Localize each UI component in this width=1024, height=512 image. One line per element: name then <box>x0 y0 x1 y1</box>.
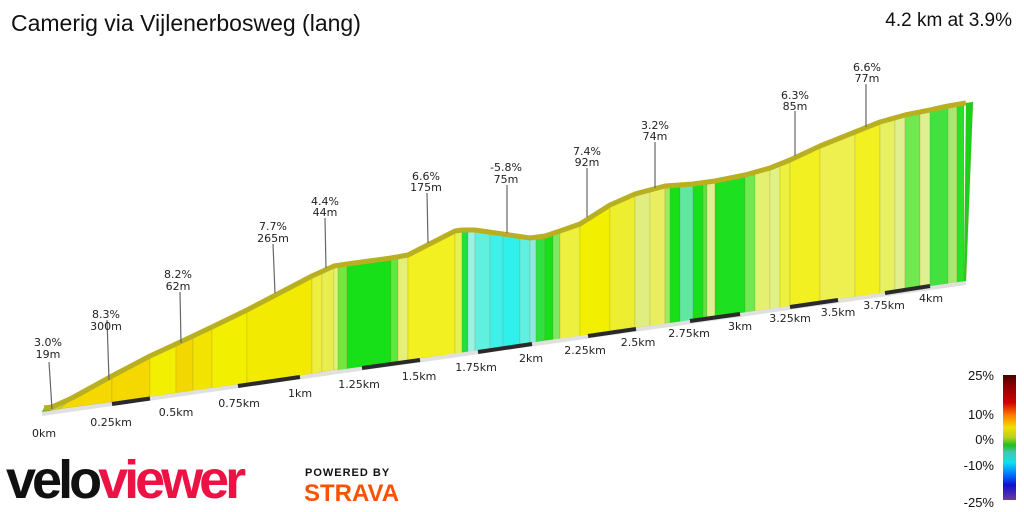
annotation-pct: 6.6% <box>853 61 881 74</box>
annotation-len: 44m <box>313 206 338 219</box>
tick-label: 3.25km <box>769 312 811 325</box>
annotation-len: 265m <box>257 232 289 245</box>
annotation-pct: -5.8% <box>490 161 522 174</box>
legend-label-10: 10% <box>967 407 994 422</box>
distance-axis <box>42 281 966 416</box>
distance-tick-labels: 0km 0.25km 0.5km 0.75km 1km 1.25km 1.5km… <box>32 292 943 440</box>
tick-label: 1km <box>288 387 312 400</box>
tick-label: 2km <box>519 352 543 365</box>
annotation-pct: 4.4% <box>311 195 339 208</box>
tick-label: 2.5km <box>621 336 656 349</box>
tick-label: 4km <box>919 292 943 305</box>
annotation-pct: 7.4% <box>573 145 601 158</box>
annotation-pct: 3.2% <box>641 119 669 132</box>
annotation-len: 62m <box>166 280 191 293</box>
powered-by-label: POWERED BY <box>305 467 391 479</box>
tick-label: 3.75km <box>863 299 905 312</box>
tick-label: 2.25km <box>564 344 606 357</box>
logo-viewer-text: viewer <box>98 450 246 510</box>
strava-logo: STRAVA <box>304 480 400 507</box>
gradient-color-scale <box>1003 375 1016 500</box>
annotation-pct: 6.6% <box>412 170 440 183</box>
climb-summary: 4.2 km at 3.9% <box>885 10 1012 31</box>
annotation-pct: 6.3% <box>781 89 809 102</box>
annotation-len: 175m <box>410 181 442 194</box>
segment-annotations: 3.0% 19m 8.3% 300m 8.2% 62m 7.7% 265m 4.… <box>34 61 881 361</box>
legend-label-0: 0% <box>975 432 994 447</box>
tick-label: 0.75km <box>218 397 260 410</box>
annotation-pct: 8.2% <box>164 268 192 281</box>
annotation-pct: 8.3% <box>92 308 120 321</box>
profile-strips <box>41 101 974 413</box>
legend-label-25: 25% <box>967 368 994 383</box>
annotation-len: 77m <box>855 72 880 85</box>
logo-velo-text: velo <box>6 450 102 510</box>
tick-label: 1.5km <box>402 370 437 383</box>
annotation-pct: 3.0% <box>34 336 62 349</box>
tick-label: 1.25km <box>338 378 380 391</box>
annotation-pct: 7.7% <box>259 220 287 233</box>
tick-label: 2.75km <box>668 327 710 340</box>
page-title: Camerig via Vijlenerbosweg (lang) <box>11 10 361 36</box>
annotation-len: 19m <box>36 348 61 361</box>
annotation-len: 85m <box>783 100 808 113</box>
tick-label: 1.75km <box>455 361 497 374</box>
legend-label-minus25: -25% <box>963 495 994 510</box>
annotation-len: 74m <box>643 130 668 143</box>
annotation-len: 92m <box>575 156 600 169</box>
tick-label: 0.25km <box>90 416 132 429</box>
tick-label: 0.5km <box>159 406 194 419</box>
legend-label-minus10: -10% <box>963 458 994 473</box>
tick-label: 3.5km <box>821 306 856 319</box>
tick-label: 3km <box>728 320 752 333</box>
veloviewer-logo: veloviewer <box>6 450 246 510</box>
annotation-len: 300m <box>90 320 122 333</box>
segment-leader-lines <box>48 84 867 410</box>
annotation-len: 75m <box>494 173 519 186</box>
tick-label: 0km <box>32 427 56 440</box>
profile-top-edge <box>43 100 967 411</box>
